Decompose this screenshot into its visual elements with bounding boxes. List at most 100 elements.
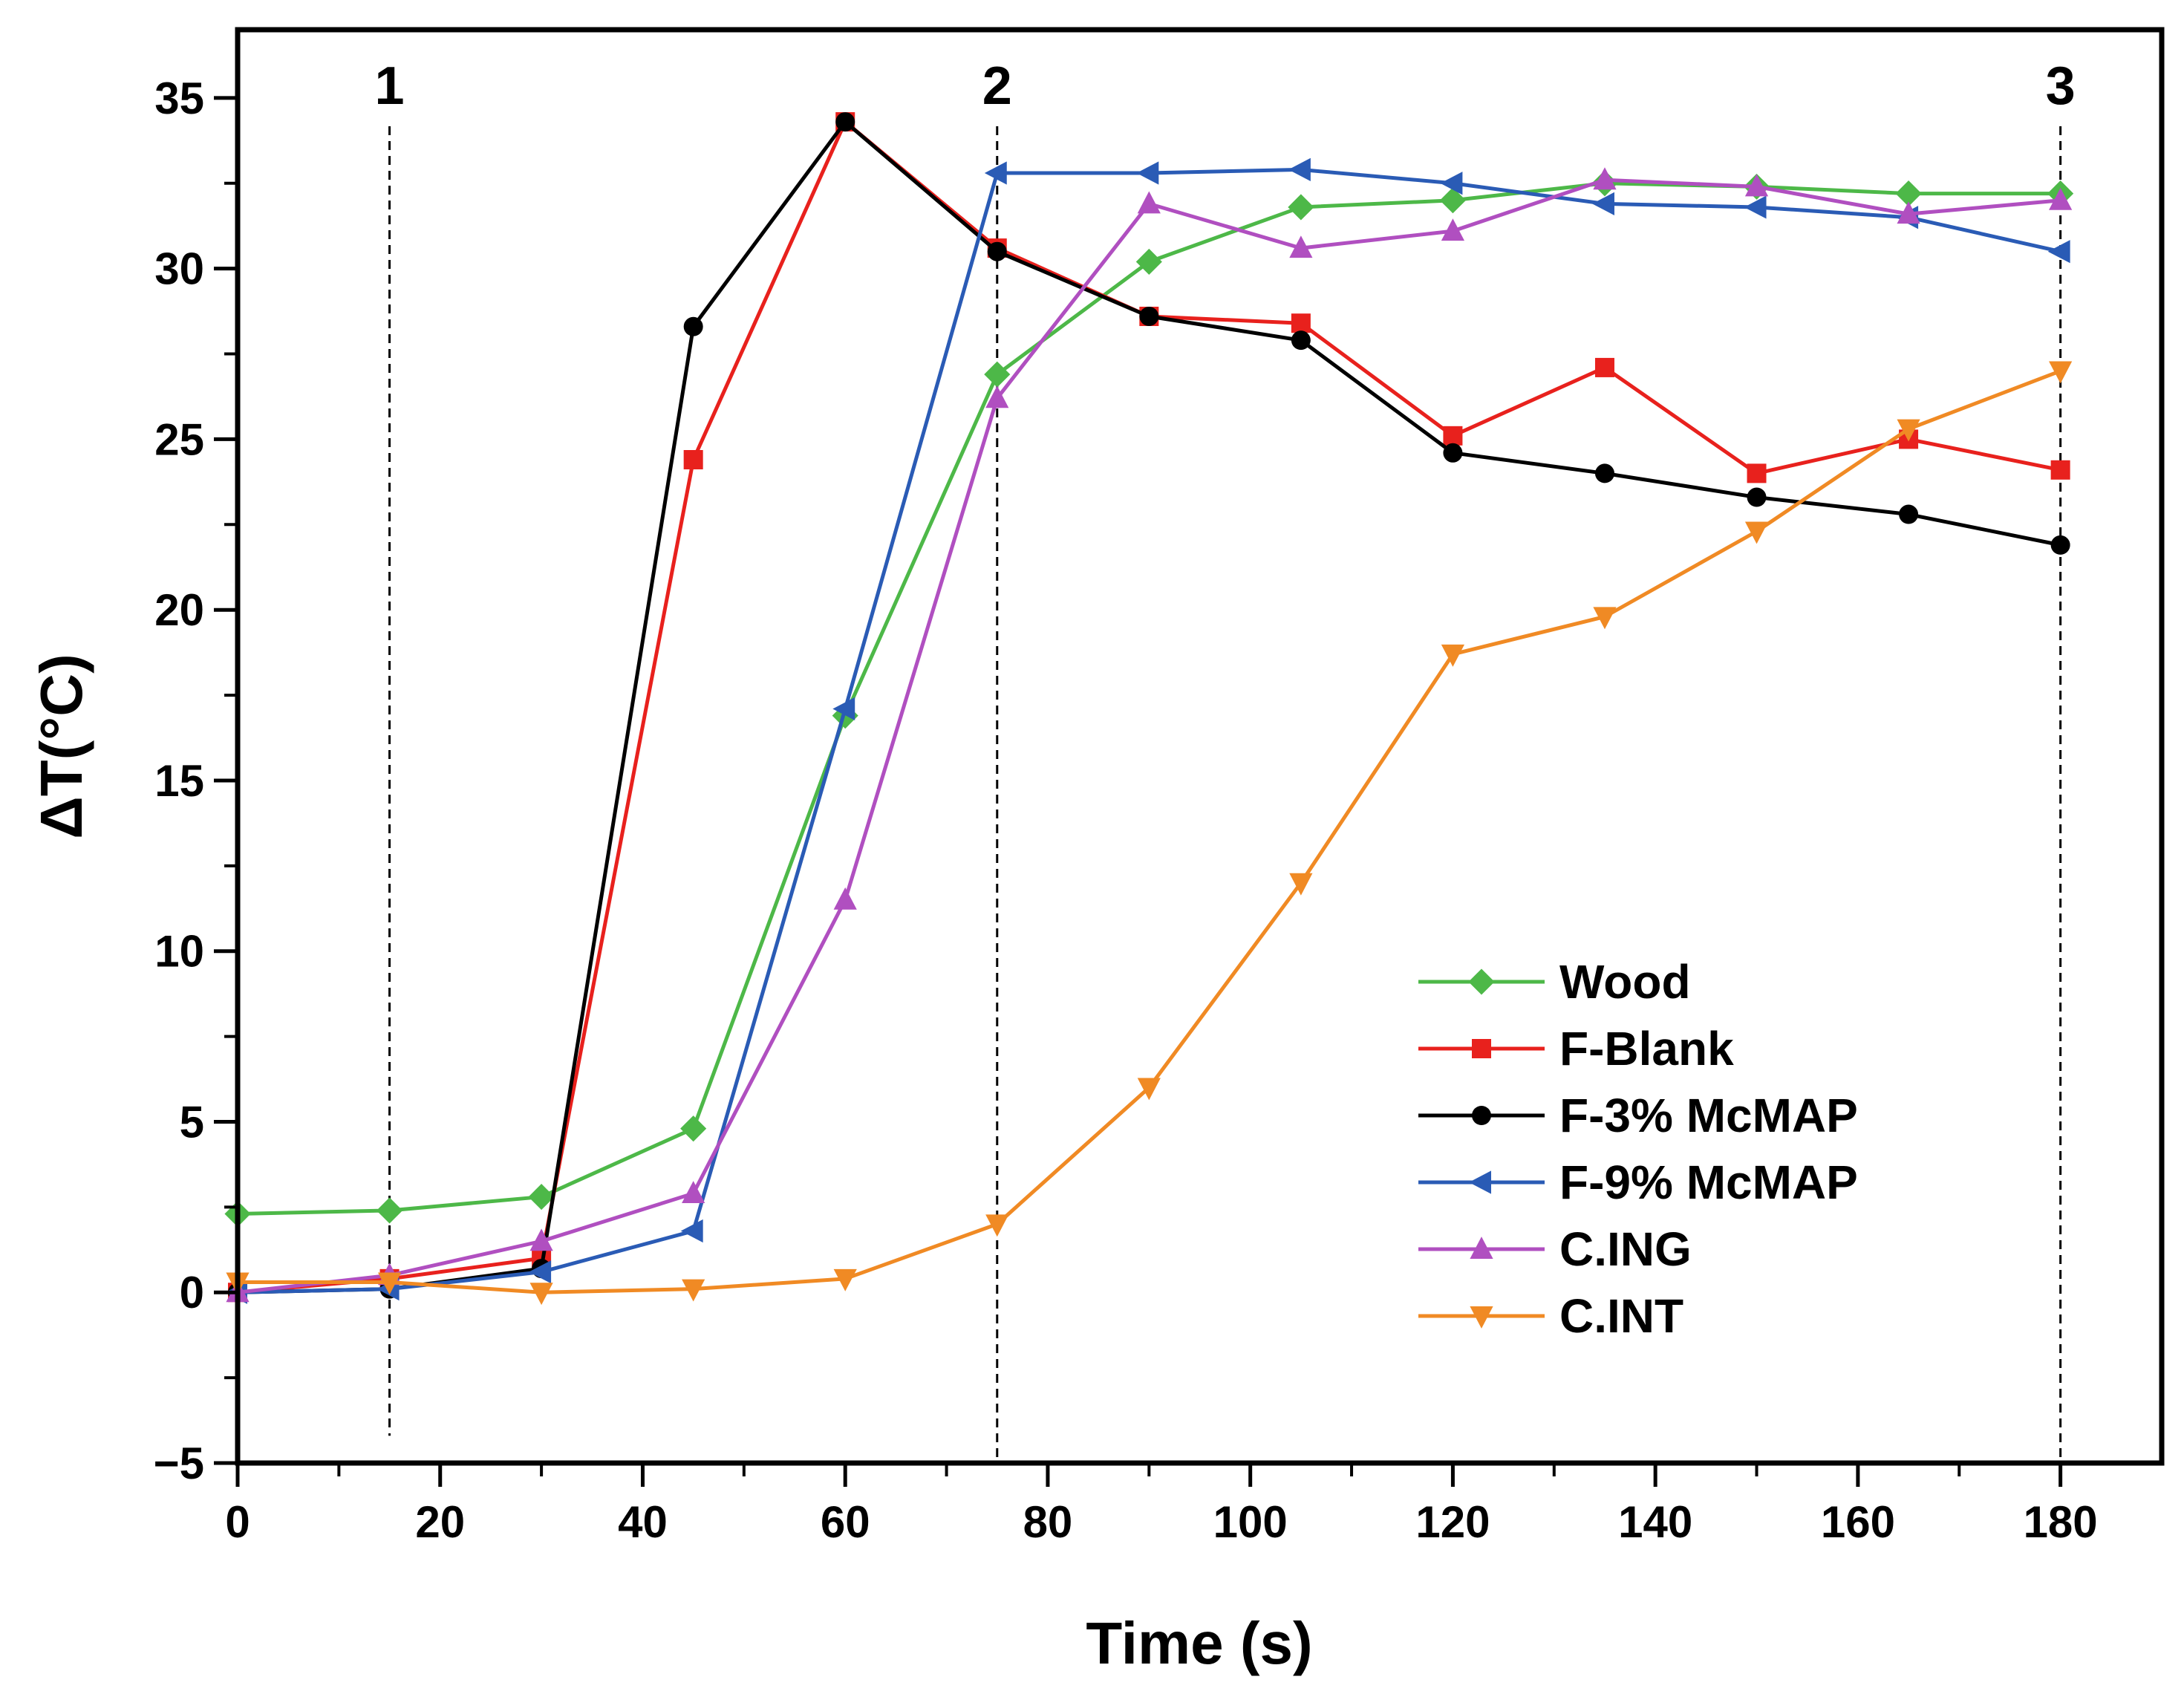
data-point-f-3-mcmap [1443, 443, 1463, 463]
data-point-wood [984, 361, 1011, 388]
data-point-f-9-mcmap [1744, 195, 1767, 219]
data-point-f-3-mcmap [1291, 330, 1311, 351]
x-tick-label: 60 [821, 1497, 870, 1547]
data-point-c-int [1289, 873, 1313, 896]
event-marker-label: 3 [2046, 56, 2076, 116]
event-marker-label: 1 [375, 56, 405, 116]
data-point-f-blank [1291, 313, 1311, 333]
legend-label: F-Blank [1559, 1022, 1734, 1075]
y-tick-label: −5 [154, 1439, 204, 1488]
legend-swatch-marker [1469, 1170, 1491, 1194]
series-line-c-int [238, 369, 2061, 1294]
x-tick-label: 40 [618, 1497, 668, 1547]
data-point-f-3-mcmap [835, 112, 855, 132]
legend-swatch-marker [1468, 968, 1495, 995]
data-point-c-int [377, 1272, 402, 1295]
series-c-int [226, 361, 2073, 1306]
data-point-c-ing [1289, 235, 1313, 258]
y-tick-label: 10 [154, 927, 204, 977]
legend-item-f-3-mcmap: F-3% McMAP [1418, 1089, 1858, 1142]
data-point-c-ing [1593, 167, 1617, 190]
data-point-c-int [2049, 361, 2073, 384]
data-point-f-blank [1443, 426, 1463, 446]
data-point-c-int [1744, 521, 1769, 544]
data-point-wood [1135, 248, 1162, 276]
y-tick-label: 30 [154, 244, 204, 294]
legend-label: F-3% McMAP [1559, 1089, 1858, 1142]
data-point-c-int [529, 1283, 553, 1306]
data-point-wood [377, 1197, 403, 1224]
x-axis-title: Time (s) [1086, 1610, 1312, 1676]
y-tick-label: 5 [180, 1097, 204, 1147]
legend-swatch-marker [1470, 1306, 1493, 1329]
data-point-c-int [1441, 644, 1465, 667]
data-point-f-3-mcmap [1139, 307, 1159, 326]
data-point-wood [680, 1115, 707, 1142]
data-point-c-int [1897, 419, 1920, 442]
legend-item-c-ing: C.ING [1418, 1222, 1692, 1276]
data-point-c-ing [2049, 187, 2073, 210]
x-tick-label: 80 [1023, 1497, 1073, 1547]
data-point-f-blank [683, 450, 703, 469]
data-point-c-ing [1137, 191, 1161, 214]
data-point-c-int [682, 1279, 705, 1302]
x-tick-label: 0 [225, 1497, 250, 1547]
data-point-f-3-mcmap [1747, 487, 1767, 507]
data-point-f-9-mcmap [529, 1260, 552, 1284]
data-point-c-ing [1897, 201, 1920, 224]
data-point-f-9-mcmap [1592, 192, 1614, 215]
data-point-c-int [1137, 1078, 1161, 1101]
x-tick-label: 120 [1415, 1497, 1490, 1547]
series-c-ing [226, 167, 2073, 1303]
y-axis-title: ΔT(°C) [28, 654, 94, 838]
legend-item-wood: Wood [1418, 955, 1691, 1009]
x-tick-label: 100 [1213, 1497, 1288, 1547]
data-point-c-int [985, 1214, 1009, 1237]
legend-swatch-marker [1470, 1237, 1493, 1259]
series-line-wood [237, 181, 2061, 1216]
legend-label: Wood [1559, 955, 1691, 1009]
legend: Wood F-Blank F-3% McMAP F-9% McMAP C.ING C.IN… [1418, 955, 1858, 1343]
legend-label: C.INT [1559, 1289, 1683, 1343]
x-tick-label: 160 [1821, 1497, 1895, 1547]
data-point-f-3-mcmap [1594, 463, 1614, 483]
data-point-wood [1439, 187, 1466, 214]
x-tick-label: 180 [2024, 1497, 2098, 1547]
data-point-wood [528, 1184, 555, 1211]
legend-item-f-blank: F-Blank [1418, 1022, 1734, 1075]
series-wood [224, 170, 2074, 1228]
legend-label: C.ING [1559, 1222, 1692, 1276]
data-point-f-9-mcmap [1136, 161, 1159, 185]
y-tick-label: 15 [154, 756, 204, 806]
data-point-f-blank [1747, 463, 1767, 483]
data-point-c-int [1593, 607, 1617, 630]
data-point-wood [1895, 180, 1922, 207]
data-point-f-blank [2050, 460, 2070, 480]
data-point-f-9-mcmap [2047, 240, 2070, 264]
data-point-f-3-mcmap [2050, 535, 2070, 555]
data-point-c-ing [529, 1228, 553, 1251]
x-tick-label: 20 [415, 1497, 465, 1547]
data-point-f-blank [1594, 357, 1614, 377]
data-point-c-ing [1441, 218, 1465, 241]
data-point-f-9-mcmap [984, 161, 1007, 185]
y-tick-label: 25 [154, 414, 204, 464]
legend-item-c-int: C.INT [1418, 1289, 1683, 1343]
data-point-f-9-mcmap [832, 697, 855, 721]
y-tick-label: 0 [180, 1268, 204, 1317]
y-tick-label: 20 [154, 585, 204, 635]
legend-item-f-9-mcmap: F-9% McMAP [1418, 1156, 1858, 1209]
legend-swatch-marker [1472, 1039, 1491, 1058]
data-point-c-ing [985, 385, 1009, 408]
legend-swatch-marker [1472, 1106, 1491, 1125]
data-point-c-int [833, 1268, 857, 1291]
plot-frame [235, 27, 2165, 1466]
data-point-f-9-mcmap [1288, 157, 1311, 182]
data-point-f-3-mcmap [683, 316, 703, 336]
data-point-wood [1288, 194, 1314, 221]
data-point-c-ing [1744, 174, 1769, 197]
y-tick-label: 35 [154, 74, 204, 123]
x-tick-label: 140 [1618, 1497, 1692, 1547]
event-marker-label: 2 [982, 56, 1012, 116]
